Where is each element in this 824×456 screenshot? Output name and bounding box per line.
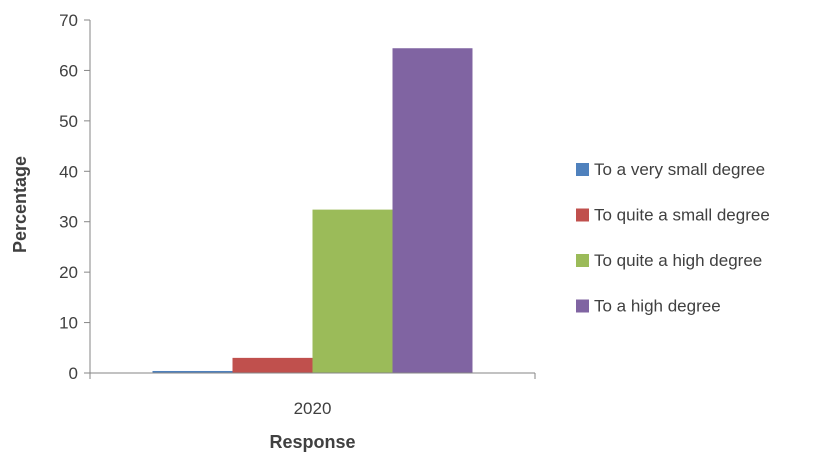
x-axis-title: Response xyxy=(269,432,355,452)
legend-label: To a very small degree xyxy=(594,160,765,179)
y-tick-label: 20 xyxy=(59,263,78,282)
bar-to-quite-a-high-degree xyxy=(312,209,393,373)
y-axis-title: Percentage xyxy=(10,156,30,253)
y-tick-label: 0 xyxy=(69,364,78,383)
y-tick-label: 40 xyxy=(59,162,78,181)
bar-to-a-very-small-degree xyxy=(152,370,233,373)
legend-swatch xyxy=(576,163,589,176)
y-axis-ticks: 0 10 20 30 40 50 60 70 xyxy=(59,11,90,383)
y-tick-label: 30 xyxy=(59,213,78,232)
bars xyxy=(152,48,473,374)
x-axis-ticks: 2020 xyxy=(89,373,536,418)
legend-label: To quite a high degree xyxy=(594,251,762,270)
bar-to-quite-a-small-degree xyxy=(232,357,313,373)
legend-swatch xyxy=(576,208,589,222)
legend-label: To a high degree xyxy=(594,297,721,316)
y-tick-label: 70 xyxy=(59,11,78,30)
y-tick-label: 10 xyxy=(59,314,78,333)
legend-label: To quite a small degree xyxy=(594,206,770,225)
y-tick-label: 60 xyxy=(59,61,78,80)
bar-to-a-high-degree xyxy=(392,48,473,374)
y-tick-label: 50 xyxy=(59,112,78,131)
legend-swatch xyxy=(576,254,589,267)
legend-swatch xyxy=(576,299,589,313)
x-tick-label: 2020 xyxy=(294,399,332,418)
legend: To a very small degree To quite a small d… xyxy=(576,160,770,316)
